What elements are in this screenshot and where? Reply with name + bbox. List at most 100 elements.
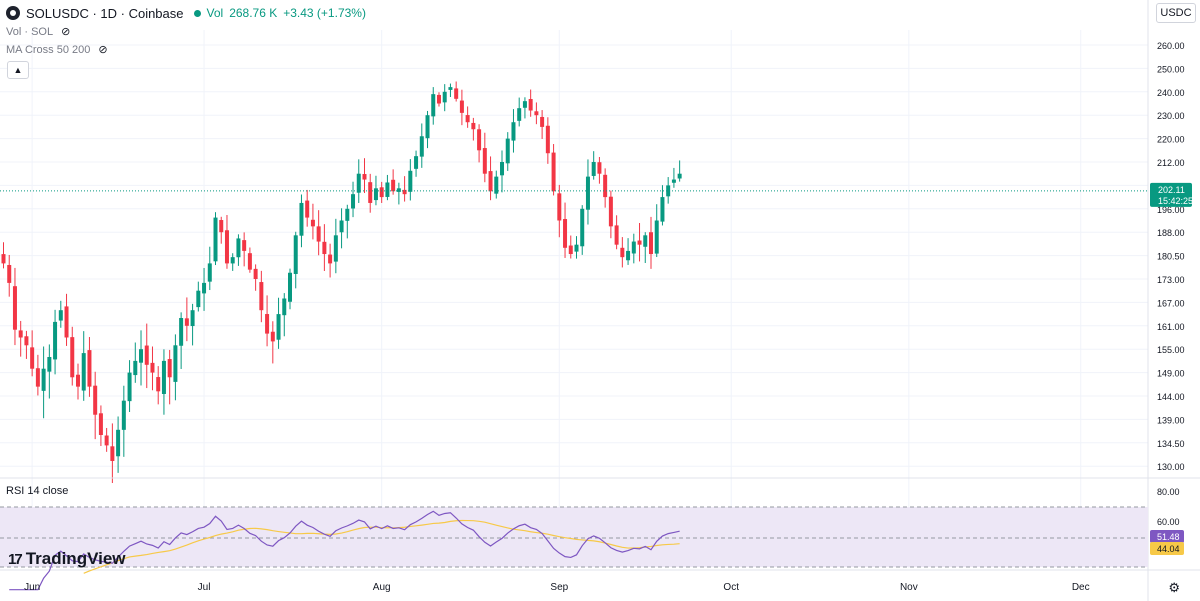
candle-body — [30, 347, 35, 369]
time-axis-label-sep: Sep — [550, 582, 568, 593]
candle-body — [608, 196, 613, 227]
time-axis-label-jul: Jul — [198, 582, 211, 593]
candle-body — [477, 129, 482, 151]
price-tick-label: 260.00 — [1157, 41, 1185, 51]
candle-body — [173, 345, 178, 382]
candle-body — [305, 200, 310, 218]
candle-body — [517, 108, 522, 121]
volume-indicator-row[interactable]: Vol · SOL ⊘ — [6, 25, 71, 39]
candle-body — [247, 253, 252, 270]
candle-body — [436, 94, 441, 104]
time-axis-label-oct: Oct — [723, 582, 739, 593]
time-axis-label-dec: Dec — [1072, 582, 1090, 593]
candle-body — [666, 185, 671, 197]
candle-body — [12, 286, 17, 330]
eye-off-icon[interactable]: ⊘ — [61, 26, 71, 38]
candle-body — [35, 368, 40, 387]
candle-body — [620, 247, 625, 258]
ma-indicator-row[interactable]: MA Cross 50 200 ⊘ — [6, 43, 108, 57]
candle-body — [454, 88, 459, 99]
eye-off-icon[interactable]: ⊘ — [98, 44, 108, 56]
candle-body — [41, 368, 46, 391]
candle-body — [431, 94, 436, 117]
candle-body — [242, 240, 247, 251]
tv-logo-icon: 17 — [8, 550, 23, 568]
collapse-legend-button[interactable]: ▲ — [7, 61, 29, 79]
brand-label: TradingView — [25, 549, 126, 568]
candle-body — [522, 101, 527, 108]
candle-body — [333, 235, 338, 262]
price-tick-label: 180.50 — [1157, 252, 1185, 262]
candle-body — [500, 162, 505, 176]
candle-body — [276, 314, 281, 340]
candle-body — [614, 225, 619, 245]
time-axis-label-nov: Nov — [900, 582, 918, 593]
candle-body — [93, 385, 98, 415]
bar-countdown: 15:42:25 — [1158, 196, 1193, 206]
chevron-up-icon: ▲ — [13, 65, 23, 75]
candle-body — [482, 148, 487, 174]
candle-body — [139, 349, 144, 363]
candle-body — [202, 282, 207, 294]
candle-body — [574, 244, 579, 252]
candle-body — [568, 245, 573, 255]
market-status-icon — [193, 9, 201, 17]
candle-body — [528, 98, 533, 111]
price-tick-label: 139.00 — [1157, 415, 1185, 425]
candle-body — [660, 197, 665, 222]
volume-label: Vol — [206, 6, 224, 20]
candle-body — [414, 156, 419, 169]
candle-body — [58, 310, 63, 321]
price-tick-label: 144.00 — [1157, 392, 1185, 402]
candle-body — [643, 235, 648, 247]
candle-body — [379, 187, 384, 198]
candle-body — [597, 162, 602, 174]
candle-body — [288, 272, 292, 302]
candle-body — [1, 254, 6, 264]
currency-button[interactable]: USDC — [1156, 3, 1196, 23]
candle-body — [322, 241, 327, 255]
rsi-value: 51.48 — [1157, 532, 1180, 542]
candle-body — [391, 179, 396, 192]
price-tick-label: 250.00 — [1157, 64, 1185, 74]
candle-body — [408, 170, 413, 192]
candle-body — [230, 257, 235, 264]
candle-body — [213, 217, 218, 262]
candle-body — [368, 182, 373, 203]
candle-body — [104, 435, 109, 446]
price-tick-label: 188.00 — [1157, 228, 1185, 238]
rsi-ma-value-tag — [1150, 542, 1184, 555]
price-tick-label: 220.00 — [1157, 135, 1185, 145]
candle-body — [310, 219, 315, 227]
candle-body — [167, 359, 172, 378]
candle-body — [150, 362, 155, 373]
symbol-title[interactable]: SOLUSDC · 1D · Coinbase — [26, 5, 184, 21]
candle-body — [270, 331, 275, 342]
candle-body — [488, 171, 493, 192]
candle-body — [511, 122, 516, 141]
volume-indicator-label: Vol · SOL — [6, 25, 54, 38]
price-tick-label: 161.00 — [1157, 322, 1185, 332]
candle-body — [179, 318, 184, 346]
candle-body — [98, 413, 103, 435]
symbol-header: SOLUSDC · 1D · Coinbase Vol 268.76 K +3.… — [6, 5, 366, 21]
candle-body — [626, 250, 631, 261]
candle-body — [419, 136, 424, 157]
candle-body — [396, 188, 401, 192]
solana-logo-icon — [6, 6, 20, 20]
gear-icon[interactable]: ⚙ — [1168, 580, 1180, 595]
candle-body — [144, 345, 149, 365]
candle-body — [224, 230, 229, 264]
candle-body — [133, 360, 138, 376]
tradingview-logo[interactable]: 17 TradingView — [8, 549, 126, 569]
candle-body — [219, 220, 224, 233]
candle-body — [402, 189, 407, 195]
candle-body — [127, 372, 132, 402]
candle-body — [339, 220, 344, 233]
rsi-tick-label: 80.00 — [1157, 487, 1180, 497]
candle-body — [563, 219, 568, 248]
candle-body — [47, 357, 52, 372]
candle-body — [356, 173, 361, 193]
rsi-title: RSI 14 close — [6, 485, 69, 497]
